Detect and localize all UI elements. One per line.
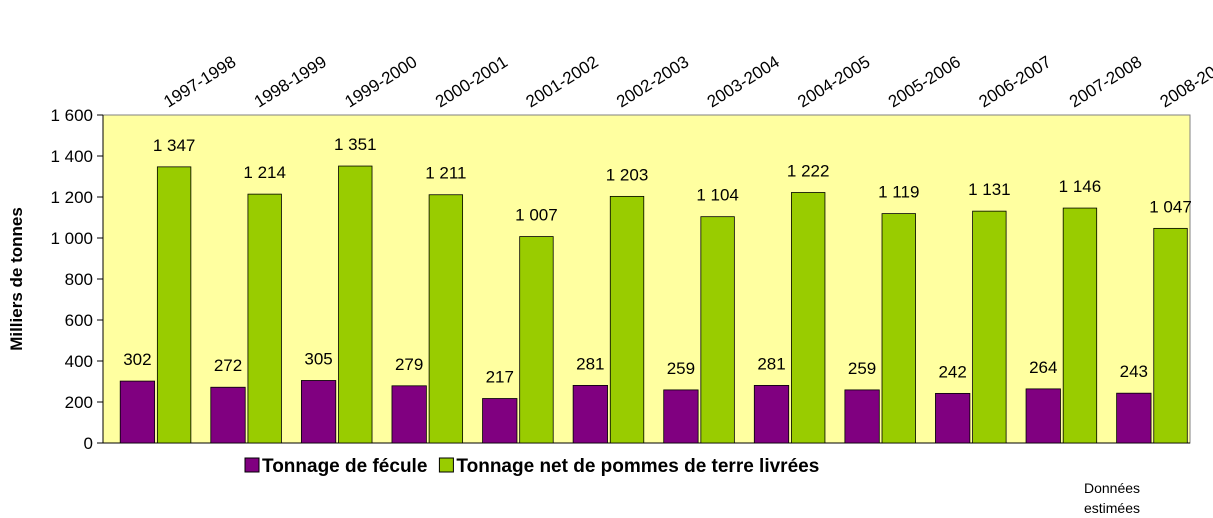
bar bbox=[156, 166, 192, 444]
bar bbox=[428, 194, 464, 444]
data-label: 1 211 bbox=[425, 164, 466, 183]
bar bbox=[663, 389, 699, 444]
bar bbox=[753, 384, 790, 444]
data-label: 259 bbox=[848, 359, 876, 378]
data-label: 1 203 bbox=[606, 165, 649, 184]
data-label: 1 146 bbox=[1059, 177, 1102, 196]
y-tick-label: 1 000 bbox=[50, 229, 93, 248]
bar bbox=[881, 213, 916, 444]
x-tick-label: 2004-2005 bbox=[794, 52, 873, 111]
y-tick-label: 600 bbox=[65, 311, 93, 330]
x-tick-label: 2002-2003 bbox=[613, 52, 692, 111]
y-tick-label: 1 400 bbox=[50, 147, 93, 166]
bar bbox=[1062, 207, 1098, 444]
y-tick-label: 1 600 bbox=[50, 106, 93, 125]
x-tick-label: 1999-2000 bbox=[341, 52, 420, 111]
bar bbox=[844, 389, 880, 444]
x-tick-label: 2005-2006 bbox=[885, 52, 964, 111]
data-label: 1 347 bbox=[153, 136, 196, 155]
data-label: 305 bbox=[304, 349, 332, 368]
bar bbox=[519, 236, 554, 444]
bar bbox=[609, 195, 645, 444]
y-tick-label: 800 bbox=[65, 270, 93, 289]
data-label: 243 bbox=[1120, 362, 1148, 381]
bar bbox=[338, 165, 373, 444]
data-label: 281 bbox=[576, 354, 604, 373]
data-label: 1 351 bbox=[334, 135, 377, 154]
bar bbox=[482, 398, 518, 444]
bar bbox=[1025, 388, 1061, 444]
y-tick-label: 1 200 bbox=[50, 188, 93, 207]
x-tick-label: 2008-2009 bbox=[1157, 52, 1213, 111]
legend-swatch bbox=[438, 457, 454, 473]
annotation: Données estimées bbox=[1083, 480, 1141, 516]
x-tick-label: 2006-2007 bbox=[976, 52, 1055, 111]
data-label: 1 104 bbox=[696, 186, 739, 205]
bar bbox=[247, 193, 282, 444]
legend-label: Tonnage net de pommes de terre livrées bbox=[456, 456, 819, 477]
bar bbox=[300, 380, 337, 444]
bar bbox=[1153, 227, 1188, 444]
y-tick-label: 0 bbox=[84, 434, 93, 453]
bar bbox=[935, 392, 971, 444]
data-label: 272 bbox=[214, 356, 242, 375]
data-label: 302 bbox=[123, 350, 151, 369]
x-tick-label: 2001-2002 bbox=[523, 52, 602, 111]
bar bbox=[391, 385, 427, 444]
data-label: 217 bbox=[486, 368, 514, 387]
legend-label: Tonnage de fécule bbox=[262, 456, 427, 477]
bar bbox=[210, 386, 246, 444]
data-label: 279 bbox=[395, 355, 423, 374]
bar bbox=[972, 210, 1007, 444]
x-tick-label: 1998-1999 bbox=[251, 52, 330, 111]
data-label: 281 bbox=[757, 354, 785, 373]
x-tick-label: 2003-2004 bbox=[704, 52, 783, 111]
y-tick-label: 200 bbox=[65, 393, 93, 412]
data-label: 1 214 bbox=[243, 163, 286, 182]
data-label: 1 047 bbox=[1149, 197, 1192, 216]
plot-area bbox=[102, 114, 1191, 444]
y-tick-label: 400 bbox=[65, 352, 93, 371]
data-label: 264 bbox=[1029, 358, 1057, 377]
x-tick-label: 1997-1998 bbox=[160, 52, 239, 111]
x-tick-label: 2007-2008 bbox=[1066, 52, 1145, 111]
bar bbox=[572, 384, 608, 444]
data-label: 1 119 bbox=[878, 183, 919, 202]
data-label: 1 131 bbox=[968, 180, 1011, 199]
bar bbox=[119, 380, 156, 444]
bar bbox=[791, 192, 826, 444]
data-label: 259 bbox=[667, 359, 695, 378]
legend-swatch bbox=[244, 457, 260, 473]
data-label: 1 007 bbox=[515, 206, 558, 225]
data-label: 1 222 bbox=[787, 161, 830, 180]
y-axis-label: Milliers de tonnes bbox=[7, 207, 26, 351]
x-tick-label: 2000-2001 bbox=[432, 52, 511, 111]
bar bbox=[1116, 392, 1152, 444]
bar bbox=[700, 216, 735, 444]
data-label: 242 bbox=[938, 362, 966, 381]
